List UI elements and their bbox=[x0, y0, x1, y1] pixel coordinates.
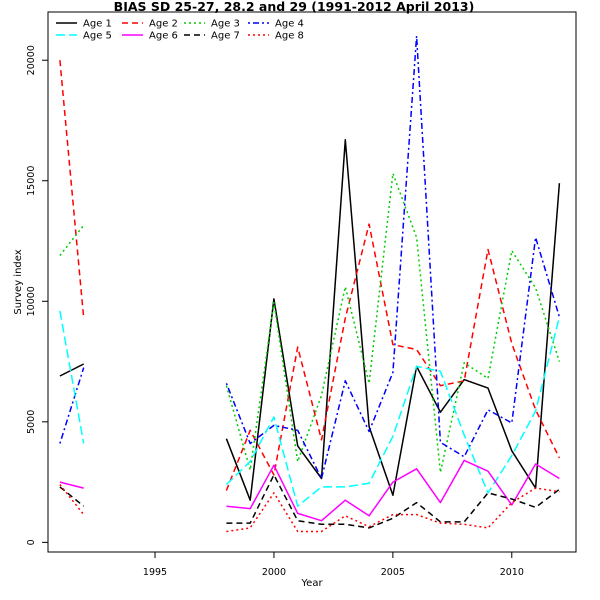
series-line-age-3 bbox=[59, 172, 561, 474]
legend-label-age-2: Age 2 bbox=[149, 19, 178, 30]
legend: Age 1 Age 2 Age 3 Age 4 Age 5 Age 6 Age 7 Age 8 bbox=[56, 19, 304, 42]
x-tick-label-2010: 2010 bbox=[500, 567, 524, 578]
series-line-age-4 bbox=[59, 35, 561, 480]
series-line-age-5 bbox=[59, 310, 561, 507]
x-tick-label-1995: 1995 bbox=[143, 567, 167, 578]
legend-label-age-8: Age 8 bbox=[275, 31, 304, 42]
legend-label-age-3: Age 3 bbox=[211, 19, 240, 30]
y-tick-label-0: 0 bbox=[26, 539, 37, 545]
x-axis: 1995 2000 2005 2010 bbox=[143, 552, 524, 578]
legend-label-age-7: Age 7 bbox=[211, 31, 240, 42]
series-line-age-1 bbox=[59, 139, 561, 501]
legend-label-age-5: Age 5 bbox=[83, 31, 112, 42]
chart-title: BIAS SD 25-27, 28.2 and 29 (1991-2012 Ap… bbox=[114, 0, 475, 14]
x-axis-label: Year bbox=[300, 578, 323, 589]
series-lines bbox=[59, 35, 561, 533]
y-axis-label: Survey index bbox=[13, 249, 24, 314]
y-tick-label-5000: 5000 bbox=[26, 410, 37, 434]
series-line-age-2 bbox=[59, 60, 561, 491]
series-line-age-6 bbox=[59, 459, 560, 522]
y-tick-label-10000: 10000 bbox=[26, 286, 37, 316]
y-tick-label-15000: 15000 bbox=[26, 166, 37, 196]
y-tick-label-20000: 20000 bbox=[26, 45, 37, 75]
series-line-age-8 bbox=[59, 484, 560, 533]
y-axis: 0 5000 10000 15000 20000 bbox=[26, 45, 48, 545]
legend-label-age-4: Age 4 bbox=[275, 19, 304, 30]
legend-label-age-6: Age 6 bbox=[149, 31, 178, 42]
plot-frame bbox=[47, 11, 577, 553]
x-tick-label-2000: 2000 bbox=[262, 567, 286, 578]
legend-label-age-1: Age 1 bbox=[83, 19, 112, 30]
x-tick-label-2005: 2005 bbox=[381, 567, 405, 578]
